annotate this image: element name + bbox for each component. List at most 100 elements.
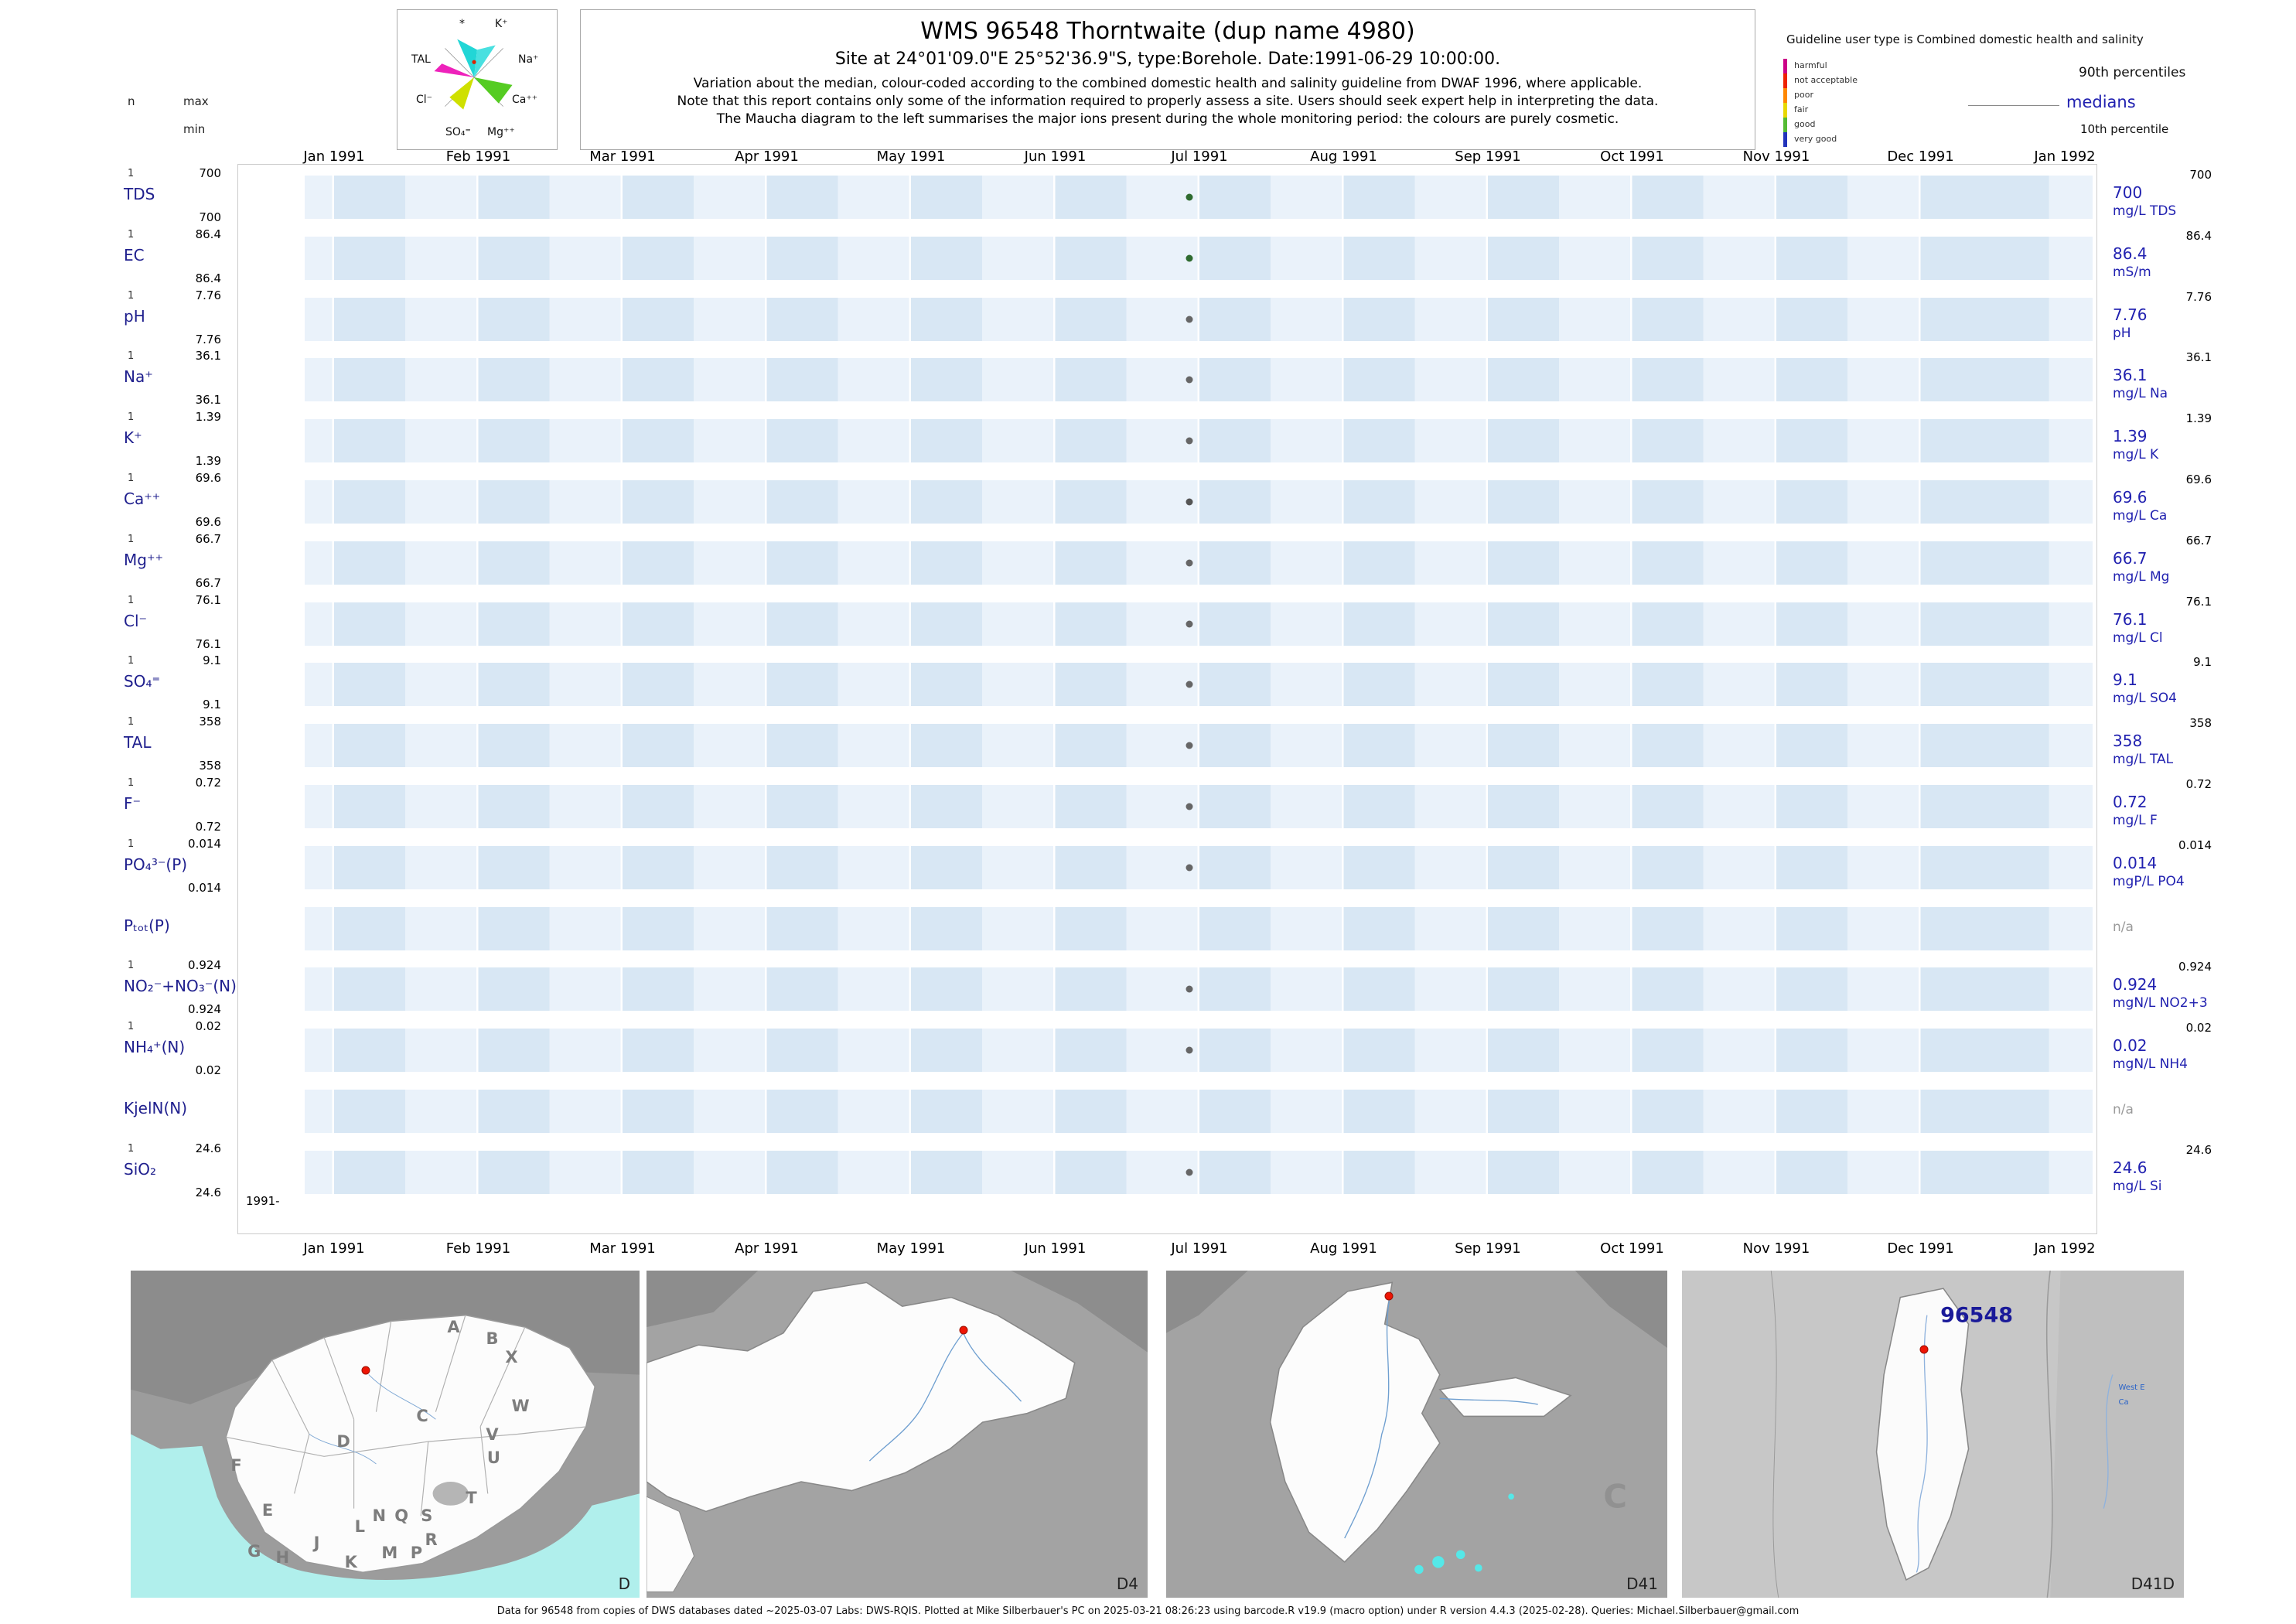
- sample-point: [1186, 254, 1193, 262]
- region-label: U: [486, 1448, 500, 1468]
- month-label: Feb 1991: [445, 148, 511, 165]
- month-band: [305, 1029, 2093, 1073]
- report-title: WMS 96548 Thorntwaite (dup name 4980): [920, 18, 1415, 45]
- region-label: Q: [394, 1506, 409, 1526]
- month-band: [305, 967, 2093, 1012]
- month-label: Jan 1992: [2034, 1240, 2096, 1257]
- month-label: Nov 1991: [1742, 1240, 1810, 1257]
- min-value: 86.4: [195, 271, 221, 285]
- sample-count: 1: [128, 838, 135, 850]
- sample-point: [1186, 1169, 1193, 1176]
- quality-color-segment: [1783, 88, 1787, 103]
- quality-level-label: poor: [1794, 90, 1813, 100]
- month-band: [305, 906, 2093, 950]
- month-band: [305, 1150, 2093, 1194]
- max-value: 358: [199, 715, 221, 729]
- quality-level-label: harmful: [1794, 60, 1827, 70]
- parameter-name: K⁺: [124, 428, 142, 448]
- parameter-row: SO₄⁼ 1 9.1 9.1 9.1 9.1 mg/L SO4: [0, 653, 2296, 715]
- secondary-catchment-overlay: C D41: [1166, 1271, 1667, 1598]
- parameter-row: Mg⁺⁺ 1 66.7 66.7 66.7 66.7 mg/L Mg: [0, 532, 2296, 593]
- max-value: 0.72: [195, 776, 221, 790]
- sample-count: 1: [128, 473, 135, 484]
- min-value: 1.39: [195, 454, 221, 469]
- month-label: Dec 1991: [1887, 1240, 1954, 1257]
- sample-point: [1186, 376, 1193, 384]
- region-label: F: [230, 1455, 242, 1475]
- report-note-1: Variation about the median, colour-coded…: [693, 76, 1643, 91]
- col-header-n: n: [128, 94, 135, 108]
- ion-label: *: [459, 18, 465, 30]
- max-value: 36.1: [195, 349, 221, 363]
- month-band: [305, 785, 2093, 828]
- max-value: 86.4: [195, 227, 221, 241]
- max-value: 1.39: [195, 410, 221, 425]
- sample-count: 1: [128, 1021, 135, 1033]
- parameter-name: TDS: [124, 185, 155, 203]
- p90-value: 0.924: [2178, 960, 2212, 974]
- sample-count: 1: [128, 777, 135, 789]
- month-label: Jun 1991: [1024, 148, 1087, 165]
- max-value: 69.6: [195, 471, 221, 485]
- median-value: 9.1: [2113, 670, 2137, 690]
- parameter-name: NH₄⁺(N): [124, 1038, 186, 1057]
- parameter-row: NH₄⁺(N) 1 0.02 0.02 0.02 0.02 mgN/L NH4: [0, 1019, 2296, 1080]
- month-label: Jan 1992: [2034, 148, 2096, 165]
- p90-value: 86.4: [2185, 228, 2212, 243]
- p90-value: 0.72: [2185, 777, 2212, 791]
- plot-frame: [237, 164, 2097, 1234]
- parameter-row: Ca⁺⁺ 1 69.6 69.6 69.6 69.6 mg/L Ca: [0, 471, 2296, 532]
- parameter-row: EC 1 86.4 86.4 86.4 86.4 mS/m: [0, 227, 2296, 288]
- medians-legend-label: medians: [2066, 93, 2136, 111]
- sample-count: 1: [128, 533, 135, 545]
- p90-legend-label: 90th percentiles: [2079, 65, 2186, 80]
- quaternary-catchment-art: [1682, 1271, 2184, 1598]
- map-panel-quaternary: 96548 West E Ca D41D: [1682, 1271, 2184, 1598]
- parameter-name: Pₜₒₜ(P): [124, 916, 170, 935]
- min-value: 76.1: [195, 636, 221, 651]
- sample-point: [1186, 559, 1193, 567]
- p90-value: 9.1: [2193, 655, 2212, 670]
- ion-label: TAL: [411, 53, 431, 66]
- median-value: 66.7: [2113, 548, 2148, 568]
- site-location-dot: [1919, 1345, 1929, 1354]
- primary-catchment-art: [646, 1271, 1148, 1598]
- site-subtitle: Site at 24°01'09.0"E 25°52'36.9"S, type:…: [834, 49, 1501, 69]
- min-value: 0.924: [188, 1002, 221, 1017]
- month-label: Jan 1991: [303, 148, 365, 165]
- parameter-name: PO₄³⁻(P): [124, 855, 188, 874]
- map-side-label: West E: [2118, 1383, 2145, 1393]
- region-label: X: [505, 1347, 518, 1366]
- min-value: 0.014: [188, 880, 221, 895]
- medians-legend-line: [1968, 105, 2059, 106]
- unit-label: pH: [2113, 325, 2131, 341]
- quality-level-label: fair: [1794, 104, 1809, 114]
- p90-value: 69.6: [2185, 473, 2212, 486]
- max-value: 700: [199, 166, 221, 180]
- sample-count: 1: [128, 168, 135, 179]
- month-band: [305, 236, 2093, 280]
- month-label: Jul 1991: [1171, 1240, 1228, 1257]
- region-label: J: [313, 1533, 320, 1552]
- parameter-name: KjelN(N): [124, 1099, 188, 1117]
- ion-label: K⁺: [495, 18, 508, 30]
- sample-count: 1: [128, 228, 135, 241]
- region-label: S: [421, 1506, 433, 1526]
- median-value: 36.1: [2113, 366, 2148, 385]
- region-label: G: [247, 1542, 261, 1561]
- max-value: 7.76: [195, 288, 221, 302]
- unit-label: mg/L Cl: [2113, 629, 2163, 646]
- month-band: [305, 663, 2093, 707]
- month-band: [305, 419, 2093, 463]
- month-label: Oct 1991: [1600, 1240, 1664, 1257]
- quality-level-label: not acceptable: [1794, 75, 1858, 85]
- ion-label: SO₄⁼: [445, 126, 471, 138]
- map-panel-label: D41: [1626, 1575, 1658, 1593]
- quality-level-label: very good: [1794, 134, 1837, 144]
- parameter-name: NO₂⁻+NO₃⁻(N): [124, 977, 237, 996]
- unit-label: mg/L K: [2113, 447, 2159, 463]
- month-label: Apr 1991: [735, 1240, 799, 1257]
- sample-point: [1186, 803, 1193, 810]
- unit-label: mg/L F: [2113, 813, 2158, 828]
- unit-label: mg/L SO4: [2113, 691, 2177, 707]
